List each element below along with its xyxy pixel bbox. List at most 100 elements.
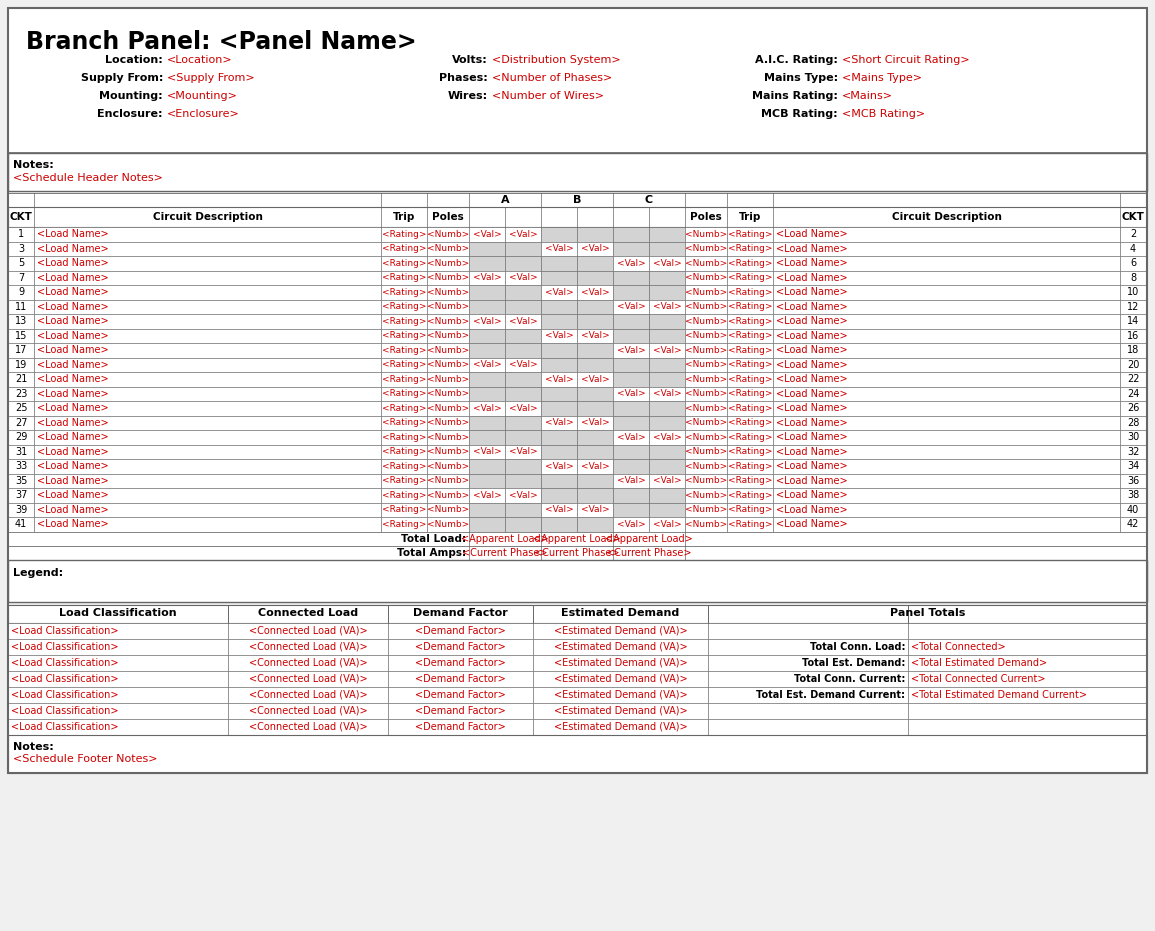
Text: <Val>: <Val> xyxy=(581,462,610,471)
Text: <Load Name>: <Load Name> xyxy=(37,389,109,398)
Text: <Val>: <Val> xyxy=(617,519,646,529)
Bar xyxy=(381,517,427,532)
Bar xyxy=(726,488,773,503)
Text: Estimated Demand: Estimated Demand xyxy=(561,609,679,618)
Text: <Rating>: <Rating> xyxy=(728,259,773,268)
Text: Phases:: Phases: xyxy=(439,73,489,83)
Bar xyxy=(381,401,427,415)
Bar xyxy=(388,639,532,654)
Bar xyxy=(228,719,388,735)
Text: <Load Name>: <Load Name> xyxy=(776,229,848,239)
Bar xyxy=(532,654,708,670)
Bar xyxy=(541,256,578,271)
Text: 6: 6 xyxy=(1130,258,1137,268)
Bar xyxy=(613,430,649,444)
Text: <Demand Factor>: <Demand Factor> xyxy=(415,722,506,732)
Bar xyxy=(541,415,578,430)
Bar xyxy=(505,415,541,430)
Bar xyxy=(8,314,33,329)
Bar xyxy=(685,314,726,329)
Text: 14: 14 xyxy=(1127,317,1139,326)
Text: 31: 31 xyxy=(15,447,27,457)
Bar xyxy=(908,654,1147,670)
Text: <Load Name>: <Load Name> xyxy=(776,519,848,529)
Bar xyxy=(381,444,427,459)
Bar xyxy=(1120,444,1146,459)
Bar xyxy=(578,358,613,372)
Text: <Numb>: <Numb> xyxy=(685,506,728,514)
Bar xyxy=(685,343,726,358)
Bar xyxy=(613,343,649,358)
Bar xyxy=(649,329,685,343)
Text: Legend:: Legend: xyxy=(13,568,64,577)
Text: <Rating>: <Rating> xyxy=(728,389,773,398)
Bar xyxy=(578,488,613,503)
Text: 7: 7 xyxy=(17,273,24,283)
Bar xyxy=(649,358,685,372)
Bar xyxy=(726,343,773,358)
Text: <Numb>: <Numb> xyxy=(427,230,469,238)
Text: <Rating>: <Rating> xyxy=(728,303,773,311)
Bar xyxy=(773,517,1120,532)
Bar xyxy=(613,474,649,488)
Text: Poles: Poles xyxy=(691,212,722,222)
Text: <Numb>: <Numb> xyxy=(427,331,469,340)
Bar xyxy=(613,415,649,430)
Bar xyxy=(427,503,469,517)
Bar xyxy=(773,285,1120,300)
Text: <Rating>: <Rating> xyxy=(728,360,773,370)
Text: <Load Name>: <Load Name> xyxy=(37,447,109,457)
Text: <Mains Type>: <Mains Type> xyxy=(842,73,922,83)
Bar xyxy=(228,623,388,639)
Bar xyxy=(381,372,427,386)
Text: <Numb>: <Numb> xyxy=(427,519,469,529)
Bar xyxy=(228,686,388,703)
Bar xyxy=(685,415,726,430)
Bar xyxy=(505,503,541,517)
Text: Notes:: Notes: xyxy=(13,160,54,170)
Bar xyxy=(773,488,1120,503)
Text: <Load Classification>: <Load Classification> xyxy=(12,706,119,716)
Bar xyxy=(685,444,726,459)
Text: <Rating>: <Rating> xyxy=(728,418,773,427)
Text: 12: 12 xyxy=(1127,302,1139,312)
Bar xyxy=(649,227,685,241)
Bar xyxy=(8,401,33,415)
Bar xyxy=(469,358,505,372)
Bar xyxy=(8,372,33,386)
Text: <Load Classification>: <Load Classification> xyxy=(12,657,119,668)
Text: 17: 17 xyxy=(15,345,28,356)
Text: <Estimated Demand (VA)>: <Estimated Demand (VA)> xyxy=(553,706,687,716)
Bar xyxy=(1120,300,1146,314)
Bar xyxy=(649,271,685,285)
Bar xyxy=(427,329,469,343)
Text: <Load Name>: <Load Name> xyxy=(37,432,109,442)
Text: Total Est. Demand Current:: Total Est. Demand Current: xyxy=(757,690,906,699)
Bar xyxy=(541,358,578,372)
Text: <Load Name>: <Load Name> xyxy=(37,403,109,413)
Bar xyxy=(228,654,388,670)
Bar xyxy=(8,735,1147,773)
Bar xyxy=(613,285,649,300)
Text: 5: 5 xyxy=(17,258,24,268)
Text: <Rating>: <Rating> xyxy=(382,418,426,427)
Text: <Number of Phases>: <Number of Phases> xyxy=(492,73,612,83)
Bar xyxy=(427,444,469,459)
Bar xyxy=(33,227,381,241)
Bar xyxy=(469,517,505,532)
Bar xyxy=(578,459,613,474)
Text: <Val>: <Val> xyxy=(508,274,537,282)
Text: Total Amps:: Total Amps: xyxy=(397,547,465,558)
Text: <Rating>: <Rating> xyxy=(382,288,426,297)
Bar xyxy=(469,329,505,343)
Bar xyxy=(505,271,541,285)
Text: <Load Name>: <Load Name> xyxy=(776,461,848,471)
Bar xyxy=(613,256,649,271)
Text: Circuit Description: Circuit Description xyxy=(892,212,1001,222)
Text: <Demand Factor>: <Demand Factor> xyxy=(415,690,506,699)
Text: <Numb>: <Numb> xyxy=(685,345,728,355)
Text: <Load Name>: <Load Name> xyxy=(37,345,109,356)
Bar xyxy=(649,459,685,474)
Text: 38: 38 xyxy=(1127,491,1139,500)
Bar xyxy=(685,459,726,474)
